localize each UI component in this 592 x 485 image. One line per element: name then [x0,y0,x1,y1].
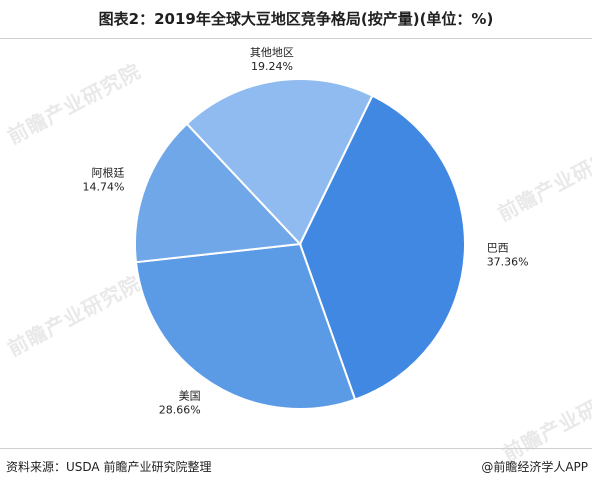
footer-divider [0,448,592,449]
slice-value-label: 19.24% [251,60,293,73]
pie-slice-0 [298,94,466,401]
pie-slice-2 [134,122,303,264]
chart-title: 图表2：2019年全球大豆地区竞争格局(按产量)(单位：%) [98,10,494,28]
slice-value-label: 37.36% [487,256,529,269]
slice-category-label: 其他地区 [250,46,294,59]
slice-value-label: 28.66% [159,403,201,416]
slice-category-label: 阿根廷 [92,165,125,179]
pie-slice-1 [134,242,357,410]
source-note: 资料来源：USDA 前瞻产业研究院整理 [6,460,212,474]
title-divider [0,38,592,39]
slice-value-label: 14.74% [83,180,125,193]
slice-category-label: 巴西 [487,242,509,255]
pie-slice-3 [185,78,374,246]
credit-note: @前瞻经济学人APP [481,460,588,474]
slice-category-label: 美国 [179,389,201,402]
